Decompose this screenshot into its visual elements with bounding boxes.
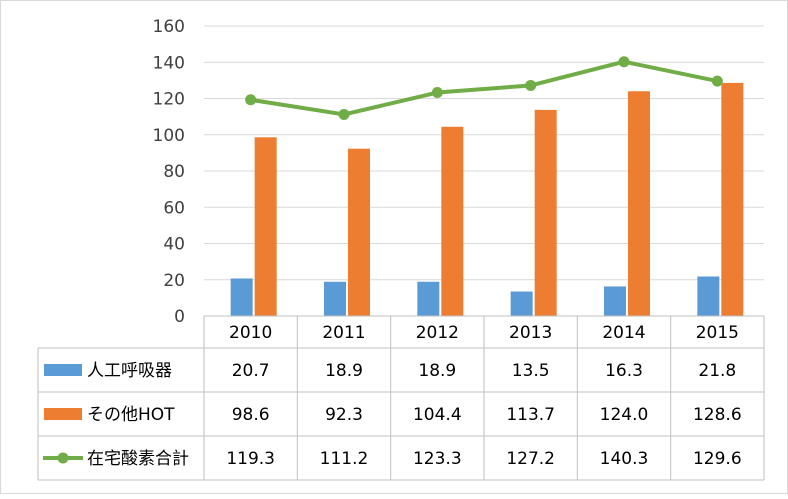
category-label: 2012: [416, 323, 459, 343]
bar: [534, 109, 557, 316]
line-point: [431, 87, 443, 99]
y-tick-label: 160: [153, 17, 185, 37]
series-name: 人工呼吸器: [87, 361, 172, 381]
bars: [230, 82, 744, 317]
series-name: その他HOT: [87, 405, 175, 425]
table-value: 129.6: [693, 449, 742, 469]
table-value: 92.3: [325, 405, 363, 425]
table-value: 20.7: [232, 361, 270, 381]
category-label: 2011: [322, 323, 365, 343]
table-value: 113.7: [506, 405, 555, 425]
table-value: 18.9: [418, 361, 456, 381]
table-value: 124.0: [600, 405, 649, 425]
y-tick-label: 140: [153, 53, 185, 73]
bar: [230, 278, 253, 316]
bar: [348, 148, 370, 316]
table-value: 13.5: [512, 361, 550, 381]
y-tick-label: 20: [163, 271, 185, 291]
line-point: [618, 56, 630, 68]
y-tick-label: 0: [174, 307, 185, 327]
data-table: 2010 2011 2012 2013 2014 2015 人工呼吸器 20.7 18.9 18.…: [37, 315, 765, 481]
y-tick-label: 60: [163, 198, 185, 218]
bar: [628, 91, 650, 316]
legend-key: [44, 408, 82, 420]
category-label: 2015: [696, 323, 739, 343]
bar: [441, 126, 464, 317]
category-label: 2010: [229, 323, 272, 343]
bar: [721, 82, 744, 316]
line-point: [711, 75, 723, 87]
table-value: 16.3: [605, 361, 643, 381]
gridlines: [204, 25, 764, 281]
table-value: 18.9: [325, 361, 363, 381]
table-value: 21.8: [698, 361, 736, 381]
y-tick-label: 80: [163, 162, 185, 182]
category-label: 2014: [602, 323, 645, 343]
series-name: 在宅酸素合計: [87, 449, 189, 469]
line-point: [245, 94, 257, 106]
y-tick-label: 120: [153, 90, 185, 110]
y-axis-ticks: 0 20 40 60 80 100 120 140 160: [153, 17, 185, 327]
y-tick-label: 40: [163, 235, 185, 255]
bar: [697, 276, 720, 316]
bar: [324, 281, 346, 316]
legend-key: [44, 364, 82, 376]
line-point: [338, 108, 350, 120]
line-series: [245, 56, 723, 120]
category-label: 2013: [509, 323, 552, 343]
legend-key-marker: [57, 452, 69, 464]
table-value: 98.6: [232, 405, 270, 425]
table-value: 119.3: [226, 449, 275, 469]
bar: [604, 286, 626, 316]
line-path: [250, 59, 718, 117]
bar: [254, 137, 277, 316]
table-value: 104.4: [413, 405, 462, 425]
bar: [510, 291, 533, 316]
bar: [417, 281, 440, 316]
table-value: 111.2: [320, 449, 369, 469]
y-tick-label: 100: [153, 126, 185, 146]
table-value: 123.3: [413, 449, 462, 469]
table-value: 140.3: [600, 449, 649, 469]
table-value: 128.6: [693, 405, 742, 425]
table-value: 127.2: [506, 449, 555, 469]
line-point: [525, 79, 537, 91]
